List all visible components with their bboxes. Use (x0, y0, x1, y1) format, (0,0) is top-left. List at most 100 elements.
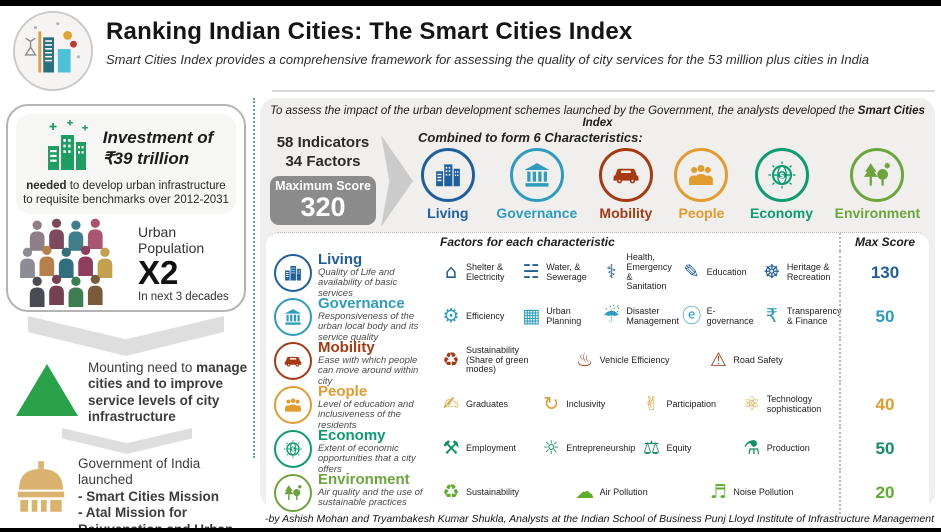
inclusivity-icon: ↻ (543, 393, 560, 415)
vertical-dotted-divider (253, 98, 255, 458)
maximum-score-label: Maximum Score (275, 179, 371, 193)
factor-row: ⚒ Employment ☼ Entrepreneurship ⚖ Equity… (432, 427, 839, 470)
population-caption: In next 3 decades (138, 290, 229, 303)
mounting-need-text: Mounting need to manage cities and to im… (88, 360, 248, 425)
transparency-finance-icon: ₹ (765, 305, 778, 327)
characteristic-badge: Governance (496, 148, 577, 230)
factor-item: ♨ Vehicle Efficiency (574, 351, 700, 370)
technology-icon: ⚛ (743, 393, 761, 415)
characteristic-name: Mobility (318, 339, 375, 356)
factor-label: Noise Pollution (733, 486, 794, 497)
characteristic-label: Environment (834, 205, 921, 221)
people-icon (686, 160, 716, 190)
efficiency-icon: ⚙ (442, 305, 460, 327)
buildings-icon (433, 160, 463, 190)
factor-item: ✌ Participation (641, 395, 733, 414)
bank-icon (522, 160, 552, 190)
characteristic-list-item: Governance Responsiveness of the urban l… (266, 295, 432, 343)
characteristics-row: Living Governance Mobility People Econom… (410, 148, 931, 230)
factor-item: ₹ Transparency & Finance (761, 305, 842, 327)
page-subtitle: Smart Cities Index provides a comprehens… (106, 52, 869, 67)
factor-label: Air Pollution (599, 486, 648, 497)
characteristic-list-item: Mobility Ease with which people can move… (266, 339, 432, 387)
max-score-cell (839, 339, 929, 382)
road-safety-icon: ⚠ (709, 349, 727, 371)
government-text: Government of India launched - Smart Cit… (78, 456, 234, 532)
characteristic-list-item: Economy Extent of economic opportunities… (266, 427, 432, 475)
factor-item: ♻ Sustainability (440, 483, 566, 502)
buildings-icon (283, 263, 303, 283)
right-arrow-icon (381, 135, 413, 227)
characteristic-label: People (678, 205, 725, 221)
factor-item: ☸ Heritage & Recreation (761, 261, 833, 282)
characteristic-list-item: Environment Air quality and the use of s… (266, 471, 432, 515)
max-score-value: 130 (870, 262, 900, 282)
factor-label: Heritage & Recreation (786, 261, 831, 282)
characteristic-badge: Environment (834, 148, 921, 230)
factor-label: Disaster Management (626, 305, 679, 326)
characteristic-list-item: Living Quality of Life and availability … (266, 251, 432, 299)
factor-item: ☔ Disaster Management (600, 306, 679, 326)
green-buildings-icon (39, 120, 97, 176)
factor-label: Graduates (466, 398, 509, 409)
characteristic-label: Economy (750, 205, 814, 221)
factor-label: Urban Planning (546, 305, 582, 326)
factor-item: ☁ Air Pollution (574, 483, 700, 502)
shelter-electricity-icon: ⌂ (444, 261, 458, 283)
car-icon (283, 351, 303, 371)
main-panel: To assess the impact of the urban develo… (260, 98, 935, 515)
characteristic-badge: Mobility (598, 148, 653, 230)
bottom-border (0, 528, 941, 532)
context-box: Investment of ₹39 trillion needed to dev… (6, 104, 246, 312)
indicators-count: 58 Indicators (276, 134, 370, 151)
factor-item: ✎ Education (681, 263, 753, 282)
factor-label: Equity (666, 442, 692, 453)
urban-planning-icon: ▦ (522, 305, 541, 327)
factor-item: ⚙ Efficiency (440, 307, 512, 326)
bank-icon (283, 307, 303, 327)
max-score-cell: 50 (839, 295, 929, 338)
sustainability-icon: ♻ (442, 481, 460, 503)
government-dome-icon (10, 456, 72, 518)
e-governance-icon: ⓔ (682, 305, 702, 327)
factor-row: ⌂ Shelter & Electricity ☵ Water, & Sewer… (432, 251, 839, 294)
left-sidebar: Investment of ₹39 trillion needed to dev… (6, 98, 252, 532)
factor-label: Sustainability (466, 486, 520, 497)
characteristic-description: Ease with which people can move around w… (318, 354, 419, 387)
characteristic-description: Level of education and inclusiveness of … (318, 398, 414, 431)
max-score-header: Max Score (839, 233, 929, 251)
factor-label: Vehicle Efficiency (599, 354, 670, 365)
factor-row: ♻ Sustainability ☁ Air Pollution ♬ Noise… (432, 471, 839, 514)
factor-label: Employment (466, 442, 517, 453)
production-icon: ⚗ (743, 437, 761, 459)
factor-row: ✍ Graduates ↻ Inclusivity ✌ Participatio… (432, 383, 839, 426)
water-sewerage-icon: ☵ (522, 261, 540, 283)
factor-item: ✍ Graduates (440, 395, 532, 414)
credit-line: -by Ashish Mohan and Tryambakesh Kumar S… (264, 513, 935, 525)
factor-label: Participation (666, 398, 717, 409)
characteristic-name: People (318, 383, 368, 400)
max-score-value: 50 (875, 306, 895, 326)
header-divider (272, 90, 935, 92)
factor-item: ♬ Noise Pollution (707, 483, 833, 502)
factors-header: Factors for each characteristic (440, 235, 615, 249)
max-score-cell: 50 (839, 427, 929, 470)
vehicle-efficiency-icon: ♨ (576, 349, 594, 371)
population-label: Urban Population (138, 224, 205, 257)
factor-item: ↻ Inclusivity (540, 395, 632, 414)
characteristic-badge: Living (420, 148, 475, 230)
factor-label: Education (706, 266, 747, 277)
factor-item: ⓔ E-governance (681, 305, 754, 327)
maximum-score-value: 320 (300, 192, 346, 222)
max-score-cell: 130 (839, 251, 929, 294)
mounting-need-block: Mounting need to manage cities and to im… (16, 360, 252, 426)
population-multiplier: X2 (138, 254, 179, 292)
characteristic-label: Living (427, 205, 469, 221)
max-score-value: 50 (875, 438, 895, 458)
noise-pollution-icon: ♬ (709, 481, 727, 503)
green-modes-icon: ♻ (442, 349, 460, 371)
air-pollution-icon: ☁ (575, 481, 595, 503)
max-score-value: 40 (875, 394, 895, 414)
max-score-cell: 40 (839, 383, 929, 426)
